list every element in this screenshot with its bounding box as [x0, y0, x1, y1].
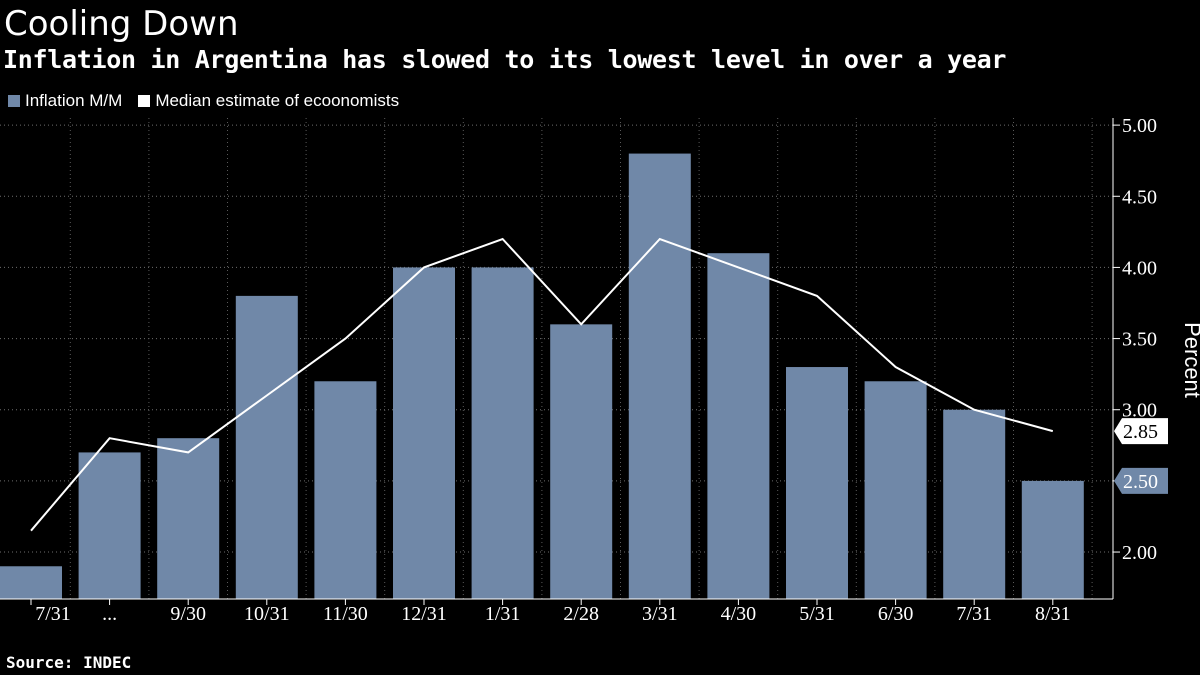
- x-tick-label-13: 8/31: [1035, 603, 1071, 625]
- x-tick-label-6: 1/31: [485, 603, 521, 625]
- x-tick-label-7: 2/28: [563, 603, 599, 625]
- end-label-1: 2.50: [1123, 471, 1158, 493]
- chart-title: Cooling Down: [4, 4, 239, 44]
- bar-10: [786, 367, 848, 599]
- source-note: Source: INDEC: [6, 653, 132, 672]
- end-label-box-1: [1114, 467, 1168, 494]
- median-estimate-line: [30, 237, 1054, 532]
- legend-swatch-median-estimate: [138, 95, 151, 107]
- y-tick-label-6: 5.00: [1122, 115, 1157, 137]
- bar-2: [157, 438, 220, 599]
- y-tick-label-2: 3.00: [1122, 400, 1157, 422]
- bar-4: [314, 381, 377, 599]
- bar-5: [393, 267, 455, 599]
- end-label-box-0: [1114, 418, 1168, 445]
- x-tick-label-10: 5/31: [799, 603, 835, 625]
- y-tick-label-0: 2.00: [1122, 542, 1157, 564]
- x-tick-label-12: 7/31: [956, 603, 992, 625]
- legend-label-inflation: Inflation M/M: [25, 91, 123, 110]
- x-tick-label-9: 4/30: [721, 603, 757, 625]
- y-axis-title: Percent: [1180, 322, 1200, 398]
- x-tick-label-8: 3/31: [642, 603, 678, 625]
- bar-8: [628, 153, 691, 600]
- bar-6: [471, 267, 534, 599]
- x-tick-label-0: 7/31: [35, 603, 71, 625]
- bar-3: [235, 295, 298, 599]
- x-tick-label-11: 6/30: [878, 603, 914, 625]
- legend-item-inflation: Inflation M/M: [8, 91, 122, 111]
- legend-swatch-inflation: [8, 95, 20, 107]
- x-tick-label-4: 11/30: [323, 603, 368, 625]
- x-tick-label-3: 10/31: [244, 603, 290, 625]
- bar-7: [550, 324, 613, 599]
- bar-13: [1021, 480, 1084, 599]
- y-tick-label-4: 4.00: [1122, 257, 1157, 279]
- y-tick-label-3: 3.50: [1122, 329, 1157, 351]
- bar-12: [943, 409, 1006, 599]
- legend-label-median-estimate: Median estimate of ecoonomists: [155, 91, 400, 110]
- bar-9: [707, 253, 770, 599]
- x-tick-label-5: 12/31: [401, 603, 447, 625]
- bar-0: [0, 566, 62, 599]
- bar-11: [864, 381, 927, 599]
- chart-subtitle: Inflation in Argentina has slowed to its…: [3, 45, 1007, 74]
- legend: Inflation M/M Median estimate of ecoonom…: [8, 89, 415, 113]
- y-tick-label-5: 4.50: [1122, 186, 1157, 208]
- legend-item-median-estimate: Median estimate of ecoonomists: [138, 91, 399, 111]
- bar-1: [78, 452, 141, 599]
- x-tick-label-2: 9/30: [170, 603, 206, 625]
- x-tick-label-1: ...: [102, 603, 117, 625]
- end-label-0: 2.85: [1123, 421, 1158, 443]
